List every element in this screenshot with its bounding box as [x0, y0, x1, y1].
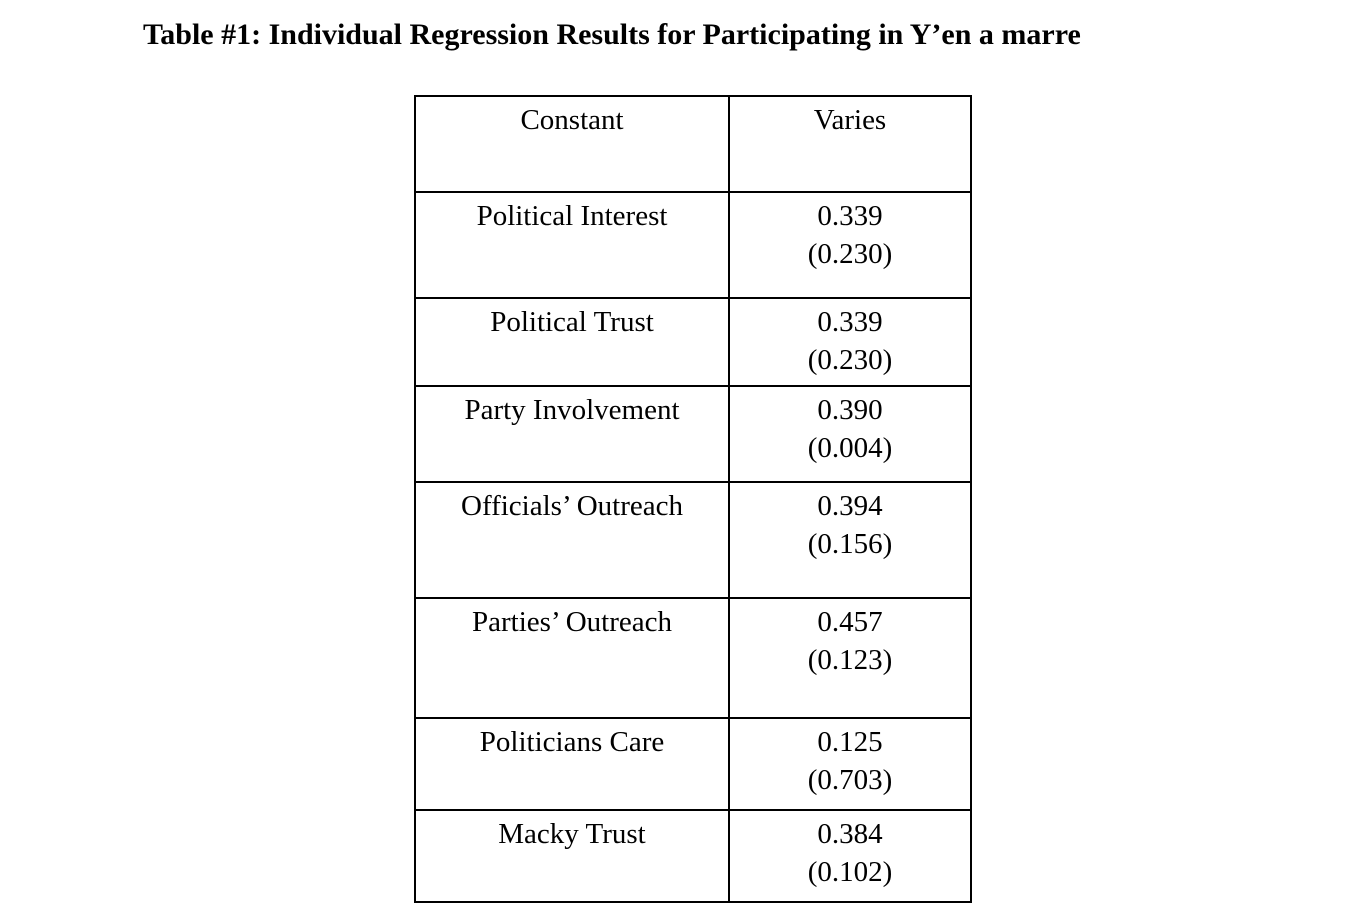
- coefficient-value: 0.394: [817, 490, 883, 522]
- coefficient-value: 0.390: [817, 394, 883, 426]
- coefficient-value: 0.125: [817, 726, 883, 758]
- standard-error-value: (0.230): [807, 238, 893, 270]
- variable-cell: Officials’ Outreach: [414, 481, 730, 599]
- standard-error-value: (0.004): [807, 432, 893, 464]
- value-cell: 0.339 (0.230): [728, 191, 972, 299]
- value-cell: 0.390 (0.004): [728, 385, 972, 483]
- table-row: Party Involvement 0.390 (0.004): [414, 385, 972, 483]
- table-header-row: Constant Varies: [414, 95, 972, 193]
- header-value-cell: Varies: [728, 95, 972, 193]
- standard-error-value: (0.703): [807, 764, 893, 796]
- variable-label: Officials’ Outreach: [461, 490, 683, 522]
- table-row: Officials’ Outreach 0.394 (0.156): [414, 481, 972, 599]
- value-cell: 0.457 (0.123): [728, 597, 972, 719]
- table-row: Political Interest 0.339 (0.230): [414, 191, 972, 299]
- regression-table: Constant Varies Political Interest 0.339…: [414, 95, 972, 903]
- standard-error-value: (0.102): [807, 856, 893, 888]
- coefficient-value: 0.384: [817, 818, 883, 850]
- standard-error-value: (0.156): [807, 528, 893, 560]
- table-title: Table #1: Individual Regression Results …: [143, 18, 1081, 51]
- table-row: Political Trust 0.339 (0.230): [414, 297, 972, 387]
- variable-cell: Political Interest: [414, 191, 730, 299]
- table-row: Politicians Care 0.125 (0.703): [414, 717, 972, 811]
- standard-error-value: (0.230): [807, 344, 893, 376]
- variable-cell: Macky Trust: [414, 809, 730, 903]
- value-cell: 0.339 (0.230): [728, 297, 972, 387]
- variable-label: Party Involvement: [464, 394, 680, 426]
- table-row: Macky Trust 0.384 (0.102): [414, 809, 972, 903]
- variable-label: Politicians Care: [479, 726, 665, 758]
- coefficient-value: 0.339: [817, 200, 883, 232]
- variable-label: Political Interest: [476, 200, 668, 232]
- table-row: Parties’ Outreach 0.457 (0.123): [414, 597, 972, 719]
- header-value-label: Varies: [813, 104, 887, 136]
- variable-cell: Political Trust: [414, 297, 730, 387]
- value-cell: 0.125 (0.703): [728, 717, 972, 811]
- coefficient-value: 0.457: [817, 606, 883, 638]
- variable-cell: Party Involvement: [414, 385, 730, 483]
- variable-cell: Parties’ Outreach: [414, 597, 730, 719]
- value-cell: 0.394 (0.156): [728, 481, 972, 599]
- header-variable-cell: Constant: [414, 95, 730, 193]
- value-cell: 0.384 (0.102): [728, 809, 972, 903]
- variable-label: Political Trust: [490, 306, 654, 338]
- coefficient-value: 0.339: [817, 306, 883, 338]
- variable-label: Parties’ Outreach: [472, 606, 672, 638]
- variable-cell: Politicians Care: [414, 717, 730, 811]
- standard-error-value: (0.123): [807, 644, 893, 676]
- header-variable-label: Constant: [520, 104, 624, 136]
- variable-label: Macky Trust: [498, 818, 646, 850]
